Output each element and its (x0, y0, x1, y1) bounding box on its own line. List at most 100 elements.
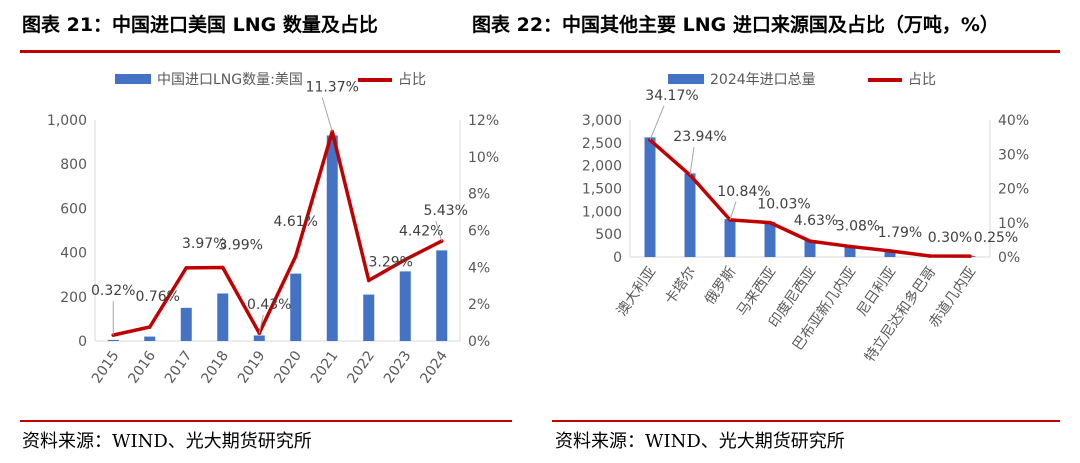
share-point (293, 254, 298, 258)
bar (684, 173, 696, 257)
share-data-label: 5.43% (424, 203, 468, 219)
bar (644, 137, 656, 257)
share-point (403, 257, 408, 262)
share-point (968, 254, 972, 258)
share-data-label: 0.30% (928, 230, 972, 246)
share-line (112, 129, 443, 337)
legend-bar-swatch (668, 74, 704, 84)
legend-line-label: 占比 (908, 72, 936, 88)
label-leader (729, 201, 737, 221)
share-data-label: 0.32% (91, 283, 135, 299)
left-source-note: 资料来源：WIND、光大期货研究所 (22, 431, 312, 452)
y-right-tick-label: 2% (468, 297, 490, 313)
legend-bar-label: 中国进口LNG数量:美国 (157, 72, 303, 88)
y-right-tick-label: 8% (468, 187, 490, 203)
bar (436, 250, 448, 341)
right-source-note: 资料来源：WIND、光大期货研究所 (555, 431, 845, 452)
legend-bar-swatch (115, 74, 151, 84)
y-right-tick-label: 10% (468, 150, 499, 166)
share-point (928, 254, 932, 258)
y-left-tick-label: 600 (60, 201, 87, 217)
y-left-tick-label: 800 (60, 157, 87, 173)
share-point (220, 265, 225, 270)
y-right-tick-label: 40% (998, 113, 1029, 129)
share-point (848, 244, 852, 249)
bar (107, 339, 119, 341)
share-data-label: 4.61% (274, 214, 318, 230)
x-tick-label: 特立尼达和多巴哥 (861, 264, 939, 365)
y-right-tick-label: 4% (468, 260, 490, 276)
x-tick-label: 俄罗斯 (702, 264, 739, 308)
bar (724, 219, 736, 257)
share-data-label: 1.79% (878, 225, 922, 241)
y-left-tick-label: 0 (613, 250, 622, 266)
bar (363, 294, 375, 341)
right-bottom-divider (552, 420, 1060, 422)
share-data-label: 3.08% (836, 218, 880, 234)
bar (844, 246, 856, 257)
share-data-label: 3.99% (219, 238, 263, 254)
right-chart-title: 图表 22：中国其他主要 LNG 进口来源国及占比（万吨，%） (472, 14, 999, 36)
y-left-tick-label: 200 (60, 290, 87, 306)
label-leader (321, 97, 333, 132)
y-left-tick-label: 1,500 (582, 182, 622, 198)
share-data-label: 23.94% (673, 129, 726, 145)
bar (399, 271, 411, 341)
y-left-tick-label: 3,000 (582, 113, 622, 129)
bar (144, 336, 156, 341)
y-left-tick-label: 1,000 (47, 113, 87, 129)
x-tick-label: 澳大利亚 (614, 264, 659, 319)
bar (326, 135, 338, 341)
share-point (768, 220, 772, 225)
y-left-tick-label: 500 (595, 227, 622, 243)
share-point (808, 239, 812, 243)
y-right-tick-label: 30% (998, 147, 1029, 163)
share-point (147, 325, 152, 329)
share-point (888, 249, 892, 253)
bar (804, 240, 816, 257)
y-right-tick-label: 10% (998, 216, 1029, 232)
share-data-label: 34.17% (645, 88, 698, 104)
y-right-tick-label: 0% (998, 250, 1020, 266)
share-data-label: 4.42% (399, 224, 443, 240)
bar (764, 221, 776, 257)
share-point (257, 331, 262, 335)
y-left-tick-label: 1,000 (582, 204, 622, 220)
share-data-label: 4.63% (794, 213, 838, 229)
y-left-tick-label: 2,000 (582, 159, 622, 175)
legend-bar-label: 2024年进口总量 (710, 72, 816, 88)
share-point (366, 278, 371, 283)
share-data-label: 0.43% (247, 297, 291, 313)
y-left-tick-label: 2,500 (582, 136, 622, 152)
share-data-label: 0.76% (136, 289, 180, 305)
y-right-tick-label: 20% (998, 182, 1029, 198)
share-data-label: 10.03% (757, 197, 810, 213)
share-data-label: 3.97% (182, 236, 226, 252)
left-chart-title: 图表 21：中国进口美国 LNG 数量及占比 (22, 14, 378, 36)
share-data-label: 3.29% (369, 254, 413, 270)
bar (884, 250, 896, 257)
share-data-label: 0.25% (974, 230, 1018, 246)
y-right-tick-label: 6% (468, 224, 490, 240)
y-right-tick-label: 0% (468, 334, 490, 350)
share-data-label: 10.84% (717, 184, 770, 200)
bar (290, 273, 302, 341)
bar (180, 307, 192, 341)
y-left-tick-label: 0 (78, 334, 87, 350)
legend-line-label: 占比 (398, 72, 426, 88)
bar (217, 293, 229, 341)
bar (253, 335, 265, 341)
share-point (111, 333, 116, 337)
label-leader (435, 220, 443, 242)
top-divider (20, 50, 1060, 53)
left-bottom-divider (20, 420, 512, 422)
y-left-tick-label: 400 (60, 246, 87, 262)
x-tick-label: 卡塔尔 (662, 264, 699, 308)
label-leader (689, 146, 695, 176)
label-leader (258, 314, 264, 334)
y-right-tick-label: 12% (468, 113, 499, 129)
label-leader (649, 105, 665, 141)
share-data-label: 11.37% (306, 80, 359, 96)
